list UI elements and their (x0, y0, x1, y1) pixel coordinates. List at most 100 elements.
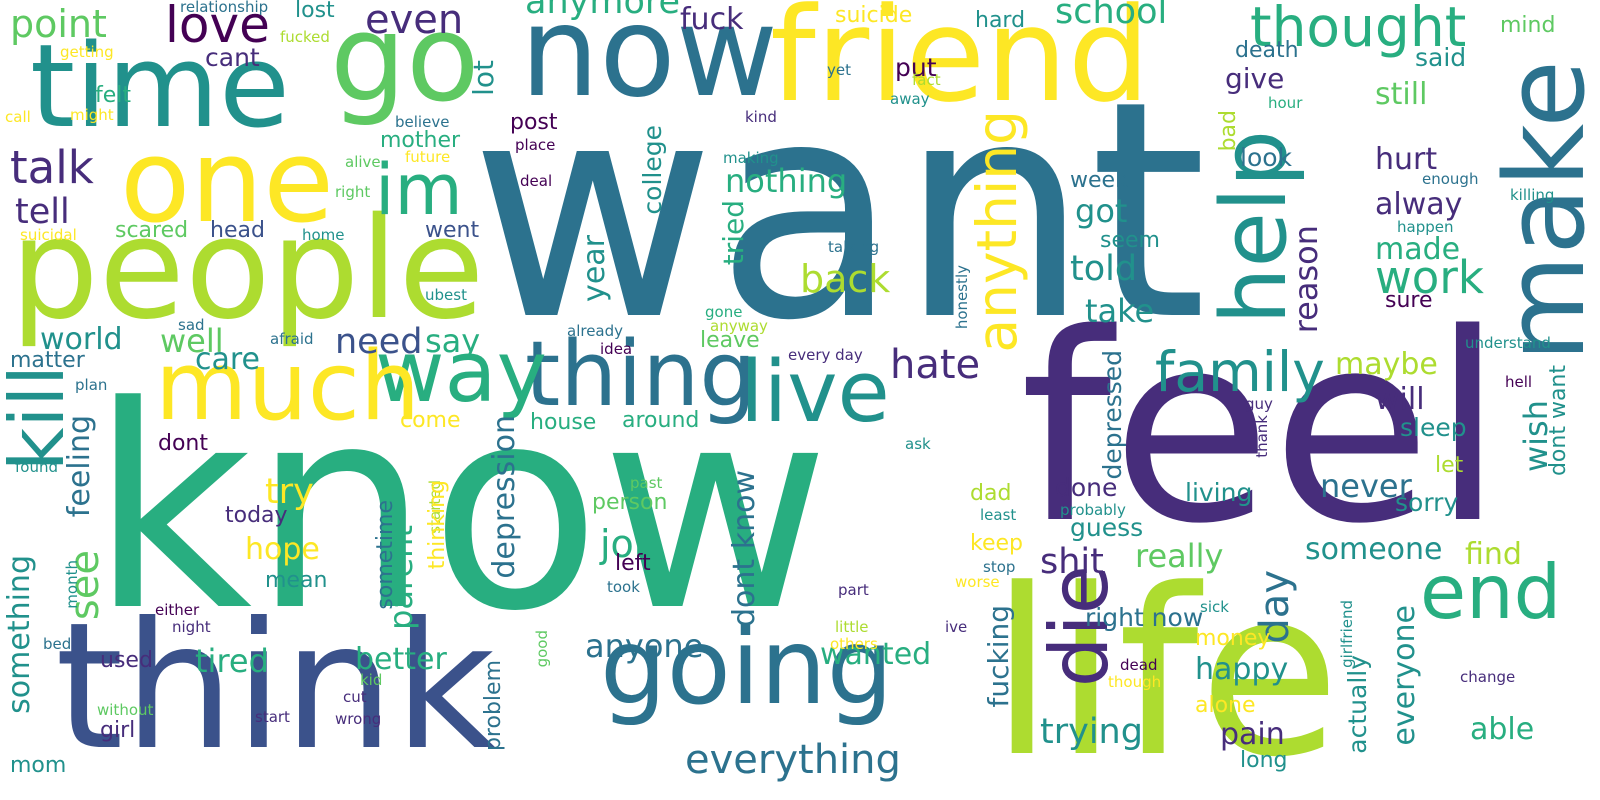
cloud-word-way: way (375, 323, 547, 422)
cloud-word-go: go (330, 0, 480, 129)
cloud-word-dont-want: dont want (1546, 365, 1571, 477)
cloud-word-happy: happy (1195, 652, 1289, 687)
cloud-word-probably: probably (1060, 501, 1126, 519)
cloud-word-life: life (990, 541, 1341, 800)
cloud-word-nothing: nothing (725, 162, 848, 200)
cloud-word-kid: kid (360, 671, 383, 689)
cloud-word-death: death (1235, 38, 1299, 63)
cloud-word-without: without (97, 701, 154, 719)
cloud-word-made: made (1375, 232, 1461, 267)
cloud-word-future: future (405, 148, 451, 166)
cloud-word-year: year (577, 235, 612, 302)
cloud-word-good: good (533, 630, 551, 668)
cloud-word-long: long (1240, 748, 1288, 773)
cloud-word-enough: enough (1422, 170, 1479, 188)
cloud-word-work: work (1375, 251, 1484, 304)
cloud-word-mother: mother (380, 128, 461, 153)
cloud-word-say: say (425, 322, 481, 360)
cloud-word-wrong: wrong (335, 710, 382, 728)
cloud-word-living: living (1185, 478, 1253, 507)
cloud-word-people: people (10, 188, 485, 351)
cloud-word-money: money (1195, 626, 1271, 651)
cloud-word-deal: deal (520, 172, 553, 190)
cloud-word-want: want (470, 37, 1207, 386)
cloud-word-stop: stop (983, 558, 1016, 576)
cloud-word-scared: scared (115, 218, 189, 243)
cloud-word-hope: hope (245, 532, 320, 567)
cloud-word-lost: lost (295, 0, 335, 23)
cloud-word-shit: shit (1040, 542, 1104, 582)
cloud-word-might: might (70, 106, 114, 124)
cloud-word-college: college (638, 125, 667, 215)
cloud-word-alone: alone (1195, 693, 1256, 718)
cloud-word-yet: yet (827, 61, 851, 79)
cloud-word-today: today (225, 503, 288, 528)
cloud-word-believe: believe (395, 113, 450, 131)
cloud-word-making: making (723, 149, 779, 167)
cloud-word-little: little (835, 618, 869, 636)
cloud-word-time: time (30, 20, 290, 154)
cloud-word-already: already (567, 322, 624, 340)
cloud-word-job: job (600, 522, 658, 566)
cloud-word-one: one (120, 115, 334, 249)
cloud-word-now: now (520, 0, 778, 125)
cloud-word-mom: mom (10, 753, 67, 778)
cloud-word-guy: guy (1245, 395, 1273, 413)
cloud-word-anyway: anyway (710, 317, 768, 335)
cloud-word-change: change (1460, 668, 1516, 686)
cloud-word-anything: anything (965, 110, 1029, 353)
cloud-word-week: week (1070, 168, 1128, 193)
cloud-word-hard: hard (975, 8, 1026, 33)
cloud-word-call: call (5, 108, 31, 126)
cloud-word-used: used (100, 648, 153, 673)
cloud-word-really: really (1135, 537, 1224, 575)
cloud-word-trying: trying (1040, 712, 1143, 752)
cloud-word-understand: understand (1465, 334, 1551, 352)
cloud-word-night: night (172, 618, 211, 636)
cloud-word-find: find (1465, 537, 1522, 572)
cloud-word-took: took (607, 578, 640, 596)
cloud-word-thing: thing (525, 322, 757, 427)
cloud-word-make: make (1481, 60, 1600, 363)
cloud-word-alive: alive (345, 153, 381, 171)
cloud-word-bed: bed (43, 635, 72, 653)
cloud-word-sick: sick (1200, 598, 1229, 616)
cloud-word-talk: talk (10, 141, 94, 194)
cloud-word-think: think (55, 586, 496, 789)
cloud-word-live: live (740, 343, 890, 442)
cloud-word-every-day: every day (788, 346, 863, 364)
cloud-word-cant: cant (205, 43, 260, 72)
cloud-word-ask: ask (905, 435, 931, 453)
cloud-word-tell: tell (15, 192, 70, 232)
cloud-word-still: still (1375, 77, 1428, 112)
cloud-word-try: try (265, 472, 314, 512)
cloud-word-sometime: sometime (373, 500, 398, 610)
cloud-word-mean: mean (265, 568, 328, 593)
cloud-word-got: got (1075, 192, 1128, 230)
cloud-word-fact: fact (912, 71, 941, 89)
cloud-word-suicide: suicide (835, 3, 913, 28)
cloud-word-come: come (400, 408, 461, 433)
cloud-word-head: head (210, 218, 265, 243)
cloud-word-place: place (515, 136, 556, 154)
cloud-word-will: will (1375, 382, 1425, 417)
cloud-word-fucking: fucking (982, 605, 1015, 708)
cloud-word-let: let (1435, 453, 1464, 478)
cloud-word-alway: alway (1375, 187, 1463, 222)
cloud-word-home: home (302, 226, 345, 244)
cloud-word-killing: killing (1510, 186, 1555, 204)
cloud-word-depression: depression (487, 415, 522, 579)
cloud-word-told: told (1070, 249, 1138, 289)
cloud-word-keep: keep (970, 531, 1023, 556)
cloud-word-end: end (1420, 548, 1562, 636)
cloud-word-better: better (355, 642, 447, 677)
cloud-word-ubest: ubest (425, 286, 467, 304)
cloud-word-im: im (375, 149, 463, 231)
cloud-word-family: family (1155, 340, 1325, 404)
cloud-word-dad: dad (970, 481, 1012, 506)
cloud-word-take: take (1085, 292, 1155, 330)
cloud-word-post: post (510, 110, 558, 135)
cloud-word-girl: girl (100, 718, 136, 743)
cloud-word-found: found (15, 458, 58, 476)
cloud-word-well: well (160, 322, 224, 360)
